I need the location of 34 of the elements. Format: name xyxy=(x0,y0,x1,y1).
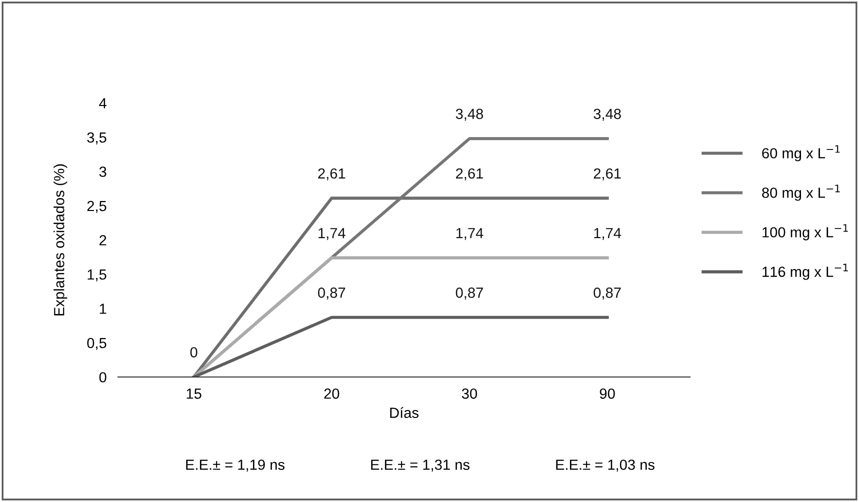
data-label: 1,74 xyxy=(594,228,622,240)
legend-label: 60 mg x L$^{−1}$ xyxy=(762,145,840,162)
legend-label: 116 mg x L$^{−1}$ xyxy=(762,264,848,280)
legend-label: 80 mg x L$^{−1}$ xyxy=(762,184,840,201)
data-label: 3,48 xyxy=(594,108,621,121)
x-tick-label: 30 xyxy=(462,388,478,399)
text: E.E.± = 1,31 ns xyxy=(371,460,470,472)
x-tick-label: 90 xyxy=(600,388,615,399)
y-tick-label: 4 xyxy=(99,98,106,108)
x-tick-label: 20 xyxy=(324,388,340,399)
data-label: 2,61 xyxy=(456,168,483,180)
data-label: 0,87 xyxy=(318,288,346,300)
data-label: 0,87 xyxy=(456,288,483,300)
y-tick-label: 0,5 xyxy=(87,338,106,350)
text: E.E.± = 1,19 ns xyxy=(186,460,284,472)
data-label: 2,61 xyxy=(594,168,621,180)
data-label: 0,87 xyxy=(594,288,621,300)
legend-label: 100 mg x L$^{−1}$ xyxy=(762,224,848,240)
data-label: 1,74 xyxy=(318,228,346,240)
y-tick-label: 2 xyxy=(100,235,106,246)
x-tick-label: 15 xyxy=(186,388,202,399)
y-tick-label: 2,5 xyxy=(87,200,106,213)
y-tick-label: 0 xyxy=(99,372,106,382)
text: E.E.± = 1,03 ns xyxy=(556,460,654,472)
data-label: 3,48 xyxy=(456,108,484,121)
x-axis-title: Días xyxy=(390,407,418,418)
y-tick-label: 3 xyxy=(99,166,106,177)
data-label: 0 xyxy=(190,347,198,358)
y-tick-label: 3,5 xyxy=(87,132,106,144)
y-tick-label: 1 xyxy=(100,304,106,314)
y-axis-title: Explantes oxidados (%) xyxy=(54,164,68,316)
data-label: 2,61 xyxy=(318,168,346,180)
data-label: 1,74 xyxy=(456,228,484,240)
y-tick-label: 1,5 xyxy=(88,270,106,282)
